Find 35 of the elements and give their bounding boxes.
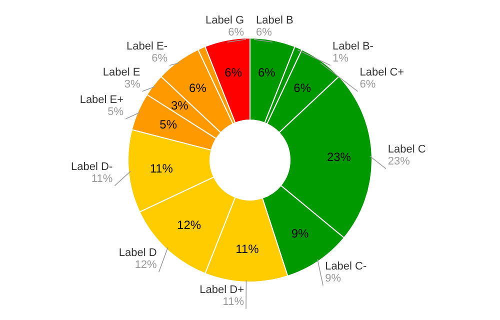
text: 11% (91, 172, 113, 185)
text: 6% (256, 26, 272, 38)
text: 9% (325, 272, 342, 284)
data-label: 11% (150, 161, 174, 176)
text: 6% (228, 26, 244, 38)
data-label: 12% (177, 218, 202, 232)
slice-label: Label D- (71, 160, 113, 173)
slice-label: Label E- (126, 40, 168, 52)
slice-label: Label C- (325, 260, 367, 272)
slice-label: Label D (118, 247, 157, 260)
text: 3% (124, 78, 140, 90)
text: 12% (134, 259, 158, 272)
data-label: 3% (171, 98, 189, 112)
data-label: 9% (291, 226, 310, 241)
data-label: 6% (258, 66, 276, 80)
data-label: 11% (236, 242, 260, 256)
text: 5% (108, 106, 124, 118)
data-label: 6% (189, 80, 207, 95)
data-label: 6% (224, 66, 242, 80)
slice-label: Label C (388, 144, 426, 156)
slice-label: Label E (102, 66, 140, 78)
data-label: 5% (160, 118, 178, 132)
slice-label: Label G (205, 14, 244, 26)
text: 6% (152, 52, 168, 64)
text: 1% (332, 52, 349, 64)
slice-label: Label D+ (200, 284, 244, 296)
slice-label: Label E+ (80, 94, 124, 106)
text: 23% (388, 156, 410, 168)
slice-label: Label C+ (360, 66, 404, 78)
slice-label: Label B- (332, 40, 374, 52)
slice-label: Label B (256, 14, 294, 26)
data-label: 23% (326, 150, 352, 164)
text: 11% (222, 296, 244, 308)
text: 6% (360, 78, 376, 90)
data-label: 6% (294, 80, 312, 95)
